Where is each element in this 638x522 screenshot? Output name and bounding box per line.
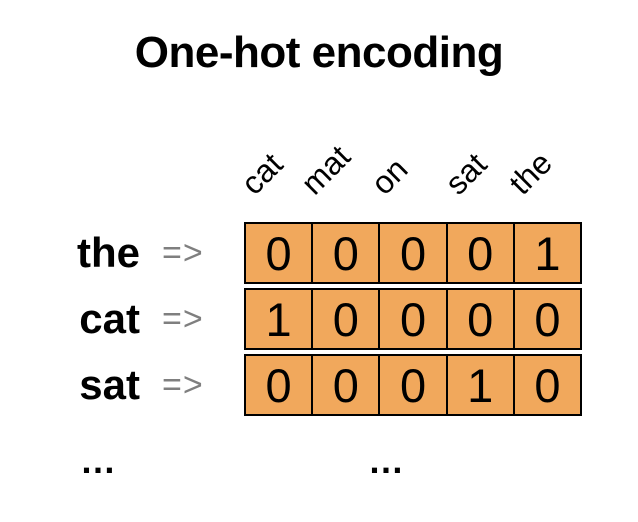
vector-cell: 0	[311, 356, 378, 414]
word-row-the: the =>	[40, 222, 235, 284]
column-label-on: on	[363, 150, 415, 202]
maps-to-arrow-icon: =>	[162, 234, 204, 272]
vector-cell: 0	[445, 290, 513, 348]
word-label: cat	[79, 295, 140, 342]
column-label-sat: sat	[437, 145, 494, 202]
maps-to-arrow-icon: =>	[162, 300, 204, 338]
maps-to-arrow-icon: =>	[162, 366, 204, 404]
vector-cell: 0	[378, 224, 445, 282]
onehot-vector-row-the: 0 0 0 0 1	[244, 222, 582, 284]
vector-cell: 1	[512, 224, 580, 282]
vector-cell: 0	[512, 356, 580, 414]
vector-cell: 0	[311, 224, 378, 282]
word-label: sat	[79, 361, 140, 408]
onehot-vector-row-cat: 1 0 0 0 0	[244, 288, 582, 350]
vector-cell: 0	[265, 358, 292, 412]
onehot-vector-row-sat: 0 0 0 1 0	[244, 354, 582, 416]
column-label-mat: mat	[293, 138, 358, 202]
vector-cell: 0	[378, 290, 445, 348]
words-ellipsis: …	[80, 440, 116, 481]
column-label-cat: cat	[233, 145, 290, 202]
word-label: the	[77, 229, 140, 276]
vector-cell: 0	[265, 226, 292, 280]
word-row-cat: cat =>	[40, 288, 235, 350]
slide-title: One-hot encoding	[134, 28, 504, 77]
column-label-the: the	[501, 144, 559, 202]
vector-cell: 1	[445, 356, 513, 414]
vector-cell: 0	[445, 224, 513, 282]
vectors-ellipsis: …	[368, 440, 404, 481]
vector-cell: 0	[311, 290, 378, 348]
vector-cell: 0	[378, 356, 445, 414]
vector-cell: 1	[265, 292, 292, 346]
vector-cell: 0	[512, 290, 580, 348]
word-row-sat: sat =>	[40, 354, 235, 416]
